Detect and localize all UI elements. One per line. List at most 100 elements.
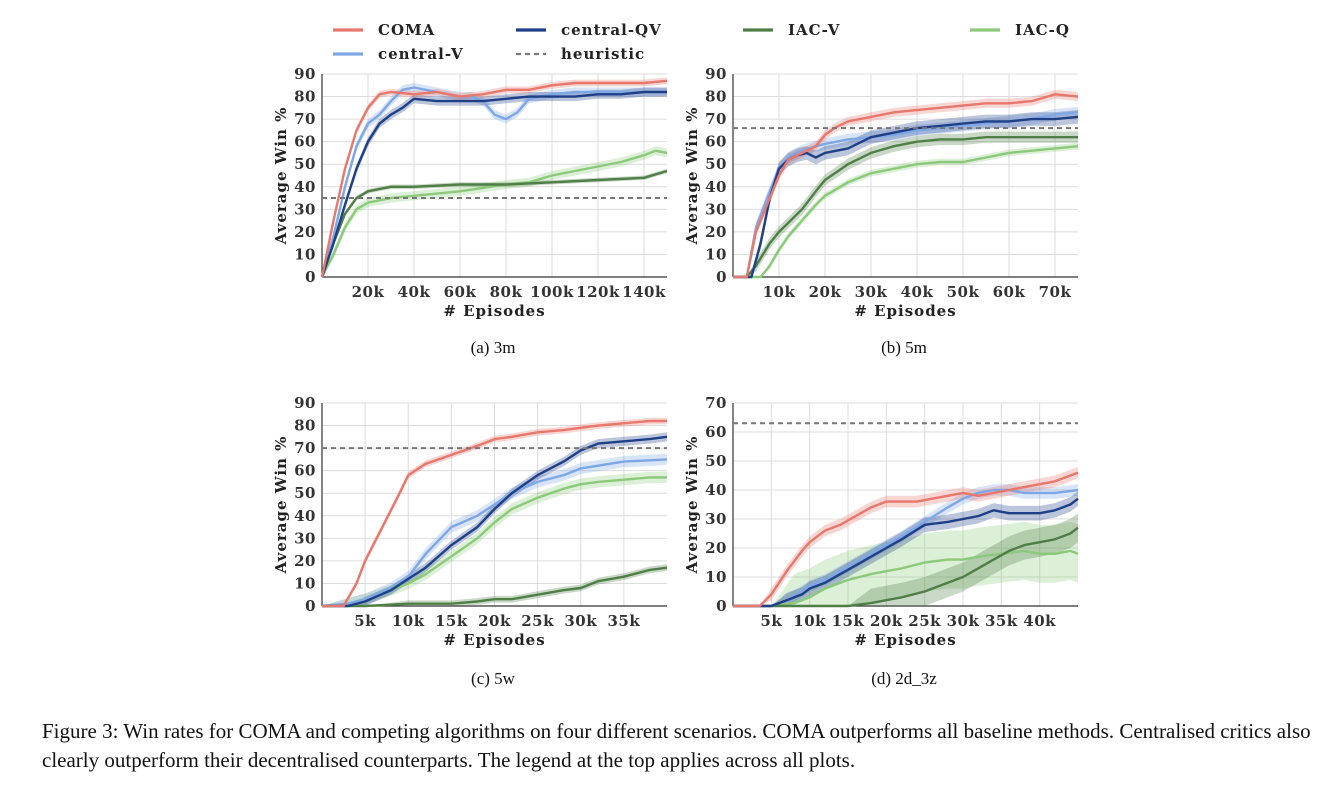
y-tick-label: 30 [705, 510, 727, 528]
chart-panels: 20k 40k 60k 80k 100k 120k 140k 0 10 20 30 40 50 60 70 8… [272, 65, 1079, 688]
band-IAC-V [733, 513, 1078, 606]
y-tick-label: 40 [294, 507, 316, 525]
y-tick-label: 40 [705, 481, 727, 499]
band-IAC-V [322, 564, 667, 606]
band-central-QV [733, 110, 1078, 277]
line-IAC-Q [320, 149, 668, 278]
y-tick-label: 50 [294, 484, 316, 502]
y-tick-label: 20 [705, 223, 727, 241]
line-COMA [322, 419, 667, 608]
x-tick-label: 20k [870, 612, 903, 630]
line-IAC-V [733, 136, 1078, 279]
x-tick-label: 30k [947, 612, 980, 630]
x-axis-label: # Episodes [854, 631, 956, 649]
y-axis-label: Average Win % [272, 436, 290, 575]
y-tick-label: 80 [294, 88, 316, 106]
line-COMA [733, 471, 1079, 608]
x-axis-label: # Episodes [443, 302, 545, 320]
y-tick-label: 10 [294, 245, 316, 263]
y-tick-label: 40 [705, 178, 727, 196]
chart-panel-3: 5k 10k 15k 20k 25k 30k 35k 0 10 20 30 40 50 60 70 80 90 #… [272, 394, 668, 688]
y-axis-label: Average Win % [272, 107, 290, 246]
line-COMA [320, 79, 668, 278]
y-tick-label: 90 [294, 65, 316, 83]
y-tick-label: 40 [294, 178, 316, 196]
line-IAC-V [320, 169, 668, 278]
band-COMA [733, 466, 1078, 606]
y-tick-label: 90 [294, 394, 316, 412]
line-IAC-Q [733, 549, 1079, 608]
line-central-V [733, 488, 1079, 608]
x-tick-label: 30k [564, 612, 597, 630]
y-tick-label: 60 [294, 462, 316, 480]
x-tick-label: 5k [760, 612, 782, 630]
x-tick-label: 25k [908, 612, 941, 630]
subplot-caption: (c) 5w [471, 669, 516, 688]
x-tick-label: 10k [793, 612, 826, 630]
y-tick-label: 30 [705, 200, 727, 218]
legend: COMA central-V central-QV heuristic IAC-V IAC… [333, 21, 1070, 63]
x-tick-label: 40k [901, 283, 934, 301]
y-tick-label: 50 [705, 155, 727, 173]
x-tick-label: 100k [530, 283, 574, 301]
legend-label-IAC-Q: IAC-Q [1015, 21, 1070, 39]
y-tick-label: 80 [294, 417, 316, 435]
line-central-QV [733, 497, 1079, 608]
x-tick-label: 30k [855, 283, 888, 301]
x-tick-label: 35k [607, 612, 640, 630]
band-IAC-V [733, 131, 1078, 277]
y-tick-label: 60 [705, 423, 727, 441]
legend-label-central-QV: central-QV [561, 21, 662, 39]
y-tick-label: 0 [305, 597, 316, 615]
x-tick-label: 60k [993, 283, 1026, 301]
x-tick-label: 120k [576, 283, 620, 301]
x-tick-label: 60k [444, 283, 477, 301]
line-central-QV [322, 435, 668, 608]
legend-label-central-V: central-V [378, 45, 464, 63]
y-tick-label: 10 [705, 568, 727, 586]
y-tick-label: 60 [294, 133, 316, 151]
x-tick-label: 5k [354, 612, 376, 630]
legend-label-IAC-V: IAC-V [788, 21, 840, 39]
y-tick-label: 60 [705, 133, 727, 151]
y-tick-label: 70 [294, 110, 316, 128]
plot-area [322, 74, 667, 277]
y-tick-label: 10 [294, 574, 316, 592]
line-IAC-V [733, 526, 1079, 608]
line-central-QV [320, 90, 667, 278]
legend-label-heuristic: heuristic [561, 45, 645, 63]
y-tick-label: 70 [294, 439, 316, 457]
line-IAC-Q [733, 145, 1079, 279]
band-central-V [733, 484, 1078, 606]
y-tick-label: 50 [294, 155, 316, 173]
y-tick-label: 30 [294, 529, 316, 547]
subplot-caption: (b) 5m [881, 338, 927, 357]
x-tick-label: 15k [832, 612, 865, 630]
y-axis-label: Average Win % [683, 107, 701, 246]
line-COMA [733, 93, 1079, 279]
x-tick-label: 25k [521, 612, 554, 630]
y-tick-label: 20 [294, 552, 316, 570]
chart-panel-4: 5k 10k 15k 20k 25k 30k 35k 40k 0 10 20 30 40 50 60 70 # … [683, 394, 1079, 688]
line-IAC-V [322, 566, 668, 608]
x-tick-label: 15k [435, 612, 468, 630]
x-tick-label: 140k [622, 283, 666, 301]
x-axis-label: # Episodes [443, 631, 545, 649]
x-tick-label: 20k [478, 612, 511, 630]
y-axis-label: Average Win % [683, 436, 701, 575]
x-tick-label: 40k [398, 283, 431, 301]
x-tick-label: 40k [1023, 612, 1056, 630]
x-tick-label: 10k [392, 612, 425, 630]
y-tick-label: 0 [305, 268, 316, 286]
subplot-caption: (d) 2d_3z [871, 669, 937, 688]
x-tick-label: 50k [947, 283, 980, 301]
x-axis-label: # Episodes [854, 302, 956, 320]
x-tick-label: 70k [1039, 283, 1072, 301]
y-tick-label: 70 [705, 110, 727, 128]
y-tick-label: 0 [716, 268, 727, 286]
y-tick-label: 90 [705, 65, 727, 83]
y-tick-label: 70 [705, 394, 727, 412]
band-central-V [733, 106, 1078, 277]
y-tick-label: 30 [294, 200, 316, 218]
plot-area [733, 403, 1078, 606]
